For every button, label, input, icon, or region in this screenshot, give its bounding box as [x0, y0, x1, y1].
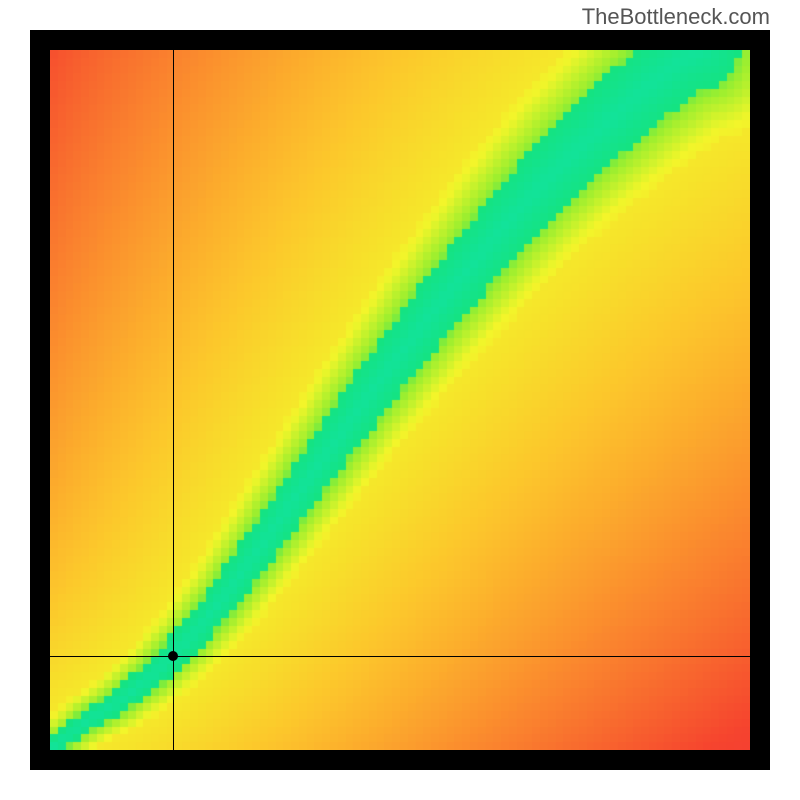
crosshair-marker	[168, 651, 178, 661]
crosshair-horizontal	[50, 656, 750, 657]
crosshair-vertical	[173, 50, 174, 750]
watermark-text: TheBottleneck.com	[582, 4, 770, 30]
heatmap-canvas	[50, 50, 750, 750]
heatmap-plot	[50, 50, 750, 750]
plot-frame	[30, 30, 770, 770]
chart-container: TheBottleneck.com	[0, 0, 800, 800]
